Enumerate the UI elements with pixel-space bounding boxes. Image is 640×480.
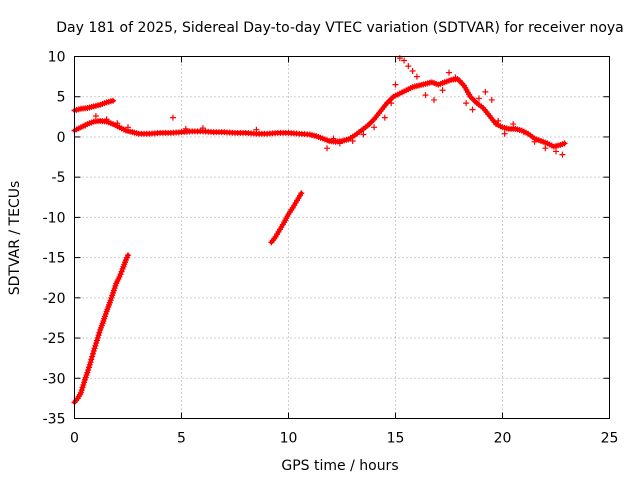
data-point	[86, 361, 93, 368]
y-axis-label: SDTVAR / TECUs	[7, 181, 23, 296]
data-point	[85, 364, 92, 371]
y-tick-label: -5	[52, 170, 66, 186]
data-point	[501, 130, 508, 137]
data-point	[439, 87, 446, 94]
data-point	[95, 332, 102, 339]
data-point	[482, 88, 489, 95]
data-point	[80, 381, 87, 388]
data-point	[110, 97, 117, 104]
data-point	[79, 384, 86, 391]
data-point	[103, 116, 110, 123]
data-point	[116, 273, 123, 280]
data-point	[336, 140, 343, 147]
y-tick-label: -20	[43, 291, 66, 307]
data-point	[371, 124, 378, 131]
data-point	[495, 117, 502, 124]
y-tick-label: -30	[43, 371, 66, 387]
data-point	[413, 73, 420, 80]
data-point	[93, 337, 100, 344]
y-tick-label: 5	[57, 90, 66, 106]
data-point	[392, 81, 399, 88]
data-point	[182, 125, 189, 132]
data-point	[94, 334, 101, 341]
data-point	[405, 63, 412, 70]
data-point	[85, 367, 92, 374]
data-point	[89, 350, 96, 357]
x-tick-label: 25	[601, 431, 619, 447]
data-point	[199, 125, 206, 132]
y-tick-label: 0	[57, 130, 66, 146]
x-axis-label: GPS time / hours	[281, 458, 398, 474]
data-point	[96, 329, 103, 336]
y-tick-label: -10	[43, 210, 66, 226]
data-layer	[71, 55, 568, 406]
tick-layer: 0 5 10 15 20 25 10 5 0 -5 -10 -15 -20 -25 -30 -35	[43, 50, 619, 447]
x-tick-label: 5	[177, 431, 186, 447]
data-point	[118, 268, 125, 275]
data-point	[409, 67, 416, 74]
data-point	[89, 353, 96, 360]
data-point	[510, 121, 517, 128]
x-tick-label: 10	[280, 431, 298, 447]
data-point	[561, 140, 568, 147]
data-point	[84, 369, 91, 376]
data-point	[431, 96, 438, 103]
series-upper-track	[71, 97, 117, 114]
data-point	[78, 387, 85, 394]
data-point	[169, 114, 176, 121]
y-tick-label: -15	[43, 251, 66, 267]
chart-title: Day 181 of 2025, Sidereal Day-to-day VTE…	[56, 20, 624, 36]
series-mid-ramp	[268, 190, 305, 246]
x-tick-label: 0	[70, 431, 79, 447]
data-point	[463, 100, 470, 107]
data-point	[77, 389, 84, 396]
data-point	[542, 145, 549, 152]
data-point	[125, 252, 131, 259]
data-point	[488, 96, 495, 103]
data-point	[553, 148, 559, 155]
data-point	[90, 347, 97, 354]
data-point	[452, 74, 459, 81]
data-point	[82, 122, 89, 129]
data-point	[381, 114, 388, 121]
data-point	[401, 57, 408, 64]
data-point	[117, 271, 124, 278]
data-point	[92, 113, 99, 120]
data-point	[88, 356, 95, 363]
data-point	[125, 124, 131, 131]
data-point	[114, 120, 121, 127]
data-point	[475, 95, 482, 102]
data-point	[531, 138, 538, 145]
data-point	[91, 345, 98, 352]
data-point	[349, 137, 356, 144]
series-scatter-band	[82, 55, 566, 158]
plot-frame	[74, 56, 610, 419]
data-point	[324, 145, 331, 152]
y-tick-label: -25	[43, 331, 66, 347]
data-point	[87, 359, 94, 366]
x-tick-label: 15	[387, 431, 405, 447]
data-point	[93, 340, 100, 347]
y-tick-label: -35	[43, 412, 66, 428]
grid-layer	[74, 56, 610, 419]
series-main-track	[71, 76, 568, 150]
data-point	[388, 100, 395, 107]
data-point	[446, 69, 452, 76]
data-point	[422, 92, 429, 99]
data-point	[520, 129, 527, 136]
data-point	[360, 131, 367, 138]
data-point	[298, 190, 305, 197]
data-point	[330, 135, 337, 142]
data-point	[456, 77, 463, 84]
data-point	[469, 106, 476, 113]
data-point	[253, 126, 260, 133]
data-point	[92, 342, 99, 349]
series-early-ramp	[71, 252, 131, 406]
x-tick-label: 20	[494, 431, 512, 447]
y-tick-label: 10	[48, 50, 66, 66]
data-point	[559, 151, 566, 158]
